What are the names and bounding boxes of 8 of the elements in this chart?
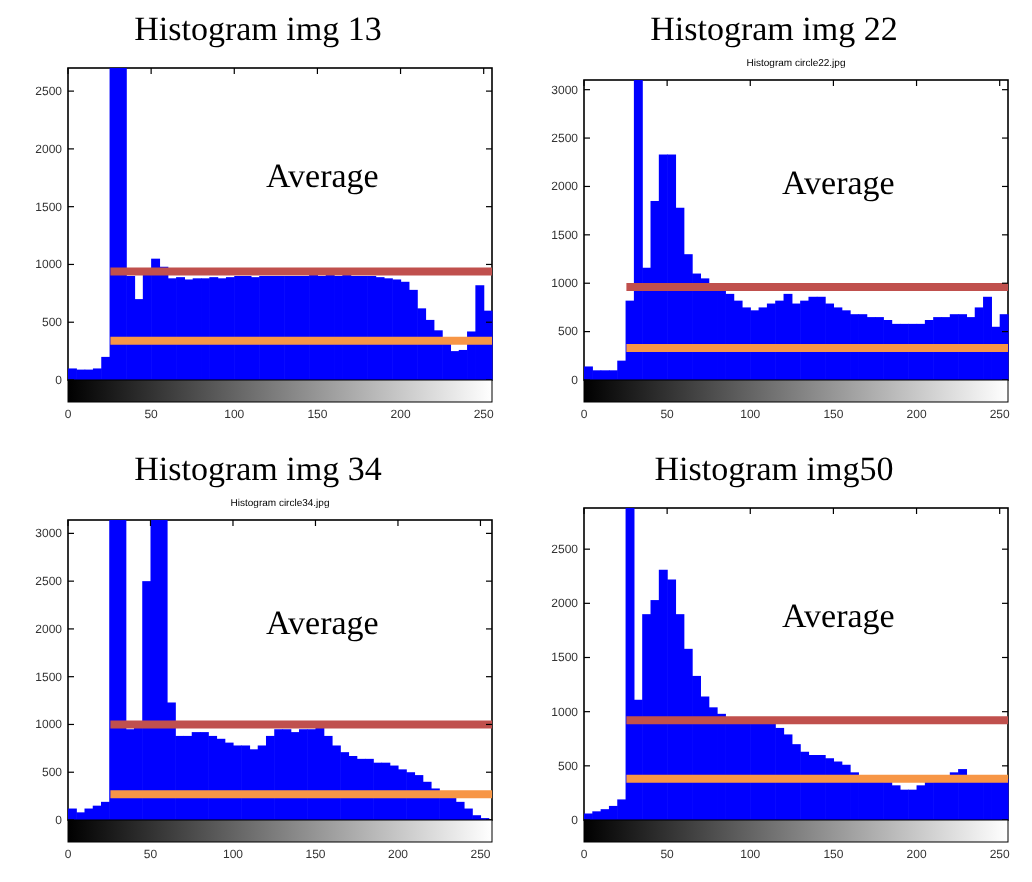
annotation: Average [266, 604, 379, 642]
annotation: Average [266, 156, 379, 195]
annotation: Average [782, 164, 895, 202]
annotation: Average [782, 596, 895, 635]
chart-title: Histogram img 34 [134, 450, 383, 488]
chart-title: Histogram img 13 [134, 10, 382, 48]
chart-title: Histogram img 22 [650, 10, 898, 48]
chart-title: Histogram img50 [654, 450, 894, 488]
